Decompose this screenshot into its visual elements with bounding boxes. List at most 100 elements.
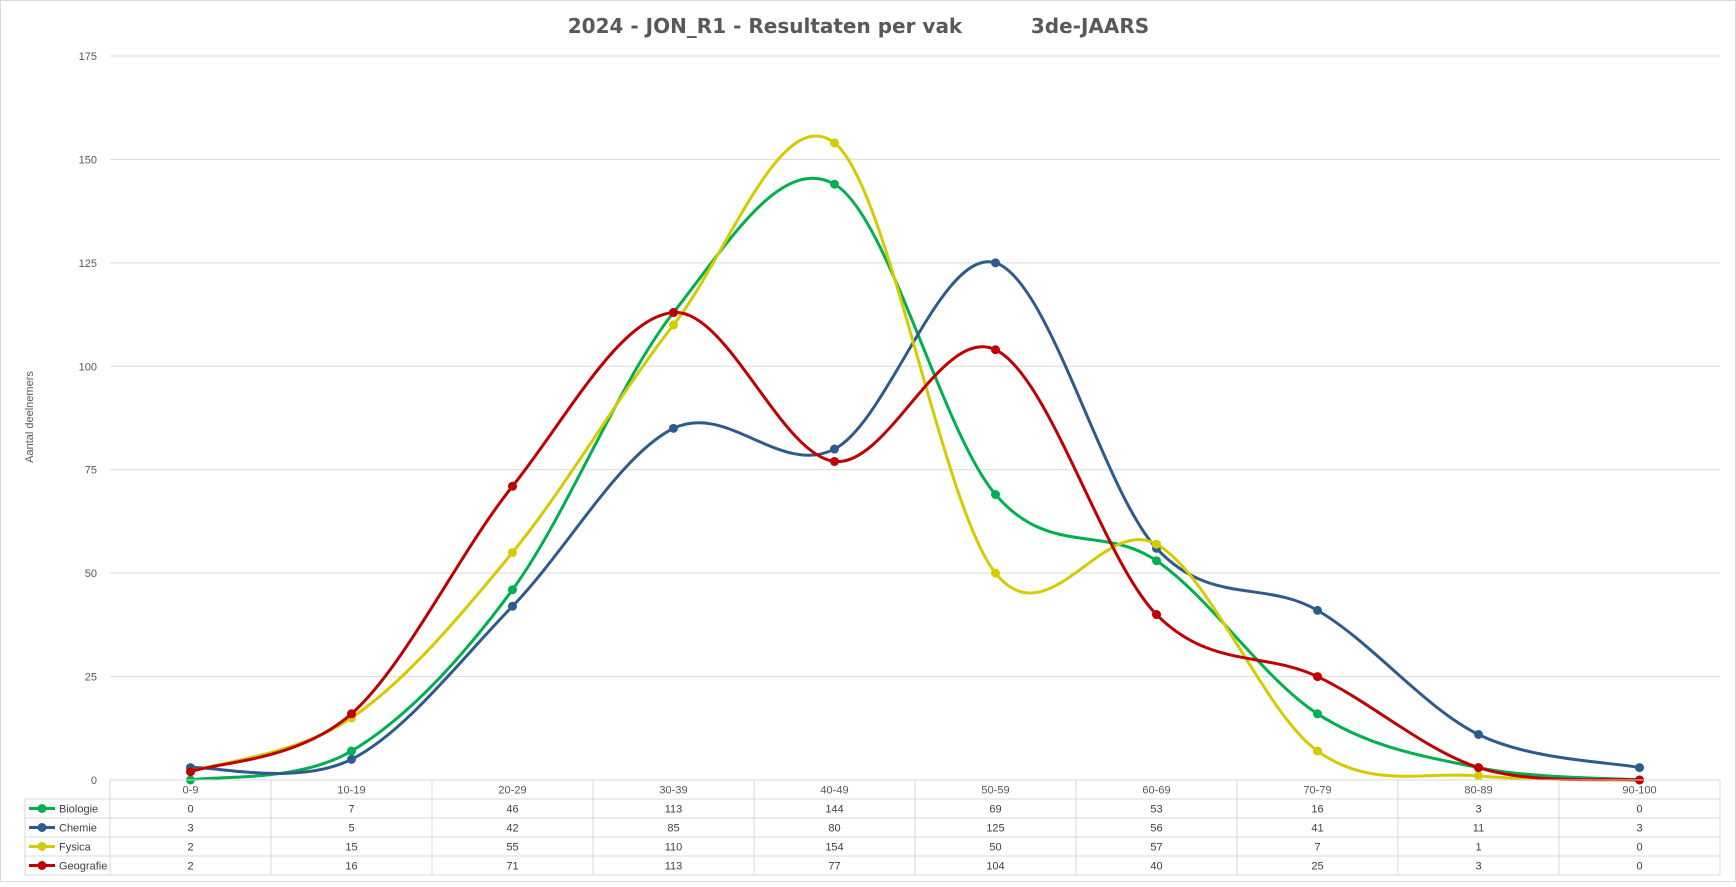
data-label: 1: [1475, 842, 1481, 854]
data-label: 2: [187, 842, 193, 854]
data-point: [669, 320, 678, 330]
x-tick-label: 90-100: [1622, 785, 1656, 797]
legend-label: Geografie: [59, 861, 107, 873]
data-point: [669, 308, 678, 318]
data-label: 71: [506, 861, 518, 873]
data-point: [830, 444, 839, 454]
y-tick-label: 125: [79, 258, 97, 270]
data-point: [1635, 763, 1644, 773]
legend-label: Biologie: [59, 804, 98, 816]
data-point: [1152, 539, 1161, 549]
data-point: [508, 601, 517, 611]
legend-key-marker: [37, 823, 47, 832]
x-tick-label: 70-79: [1303, 785, 1331, 797]
data-point: [508, 585, 517, 595]
data-point: [1474, 729, 1483, 739]
data-label: 3: [1475, 861, 1481, 873]
data-point: [669, 423, 678, 433]
data-point: [830, 138, 839, 148]
data-point: [347, 709, 356, 719]
data-point: [1474, 771, 1483, 781]
data-point: [508, 547, 517, 557]
series-geografie: [186, 308, 1644, 785]
data-point: [991, 258, 1000, 268]
x-tick-label: 20-29: [498, 785, 526, 797]
data-label: 7: [1314, 842, 1320, 854]
data-label: 3: [1636, 823, 1642, 835]
data-label: 7: [348, 804, 354, 816]
chart-title: 2024 - JON_R1 - Resultaten per vak: [568, 14, 963, 38]
y-tick-label: 175: [79, 51, 97, 63]
legend-key-marker: [37, 842, 47, 851]
data-point: [186, 767, 195, 777]
legend-entry: Fysica: [29, 842, 92, 854]
data-label: 125: [986, 823, 1004, 835]
data-point: [347, 746, 356, 756]
data-point: [347, 754, 356, 764]
data-label: 69: [989, 804, 1001, 816]
data-label: 41: [1311, 823, 1323, 835]
data-label: 77: [828, 861, 840, 873]
y-tick-label: 25: [85, 672, 97, 684]
data-point: [991, 490, 1000, 500]
data-label: 0: [1636, 842, 1642, 854]
data-label: 11: [1473, 823, 1484, 835]
data-point: [1313, 746, 1322, 756]
legend-label: Fysica: [59, 842, 92, 854]
gridlines: [110, 55, 1720, 781]
x-tick-label: 60-69: [1142, 785, 1170, 797]
data-label: 53: [1150, 804, 1162, 816]
data-point: [830, 179, 839, 189]
data-label: 42: [506, 823, 518, 835]
data-label: 46: [506, 804, 518, 816]
data-point: [1313, 709, 1322, 719]
x-tick-label: 30-39: [659, 785, 687, 797]
series-lines: [186, 134, 1644, 785]
series-line: [189, 310, 1640, 782]
data-label: 113: [665, 804, 683, 816]
data-label: 40: [1150, 861, 1162, 873]
data-label: 57: [1150, 842, 1162, 854]
data-point: [991, 345, 1000, 355]
data-label: 16: [1311, 804, 1323, 816]
x-tick-label: 10-19: [337, 785, 365, 797]
data-point: [1474, 763, 1483, 773]
data-label: 56: [1150, 823, 1162, 835]
data-label: 113: [665, 861, 683, 873]
data-label: 0: [1636, 804, 1642, 816]
y-tick-label: 100: [79, 361, 97, 373]
data-label: 15: [345, 842, 357, 854]
data-point: [1313, 672, 1322, 682]
data-label: 50: [989, 842, 1001, 854]
data-point: [508, 481, 517, 491]
legend-entry: Chemie: [29, 823, 97, 835]
legend-entry: Geografie: [29, 861, 107, 873]
chart-subtitle: 3de-JAARS: [1031, 14, 1149, 38]
data-point: [1313, 605, 1322, 615]
data-label: 154: [825, 842, 843, 854]
data-point: [1152, 610, 1161, 620]
x-tick-label: 40-49: [820, 785, 848, 797]
data-label: 144: [825, 804, 843, 816]
data-label: 110: [665, 842, 683, 854]
data-label: 55: [506, 842, 518, 854]
y-tick-label: 0: [91, 775, 97, 787]
series-line: [190, 260, 1640, 775]
data-label: 3: [1475, 804, 1481, 816]
legend-entry: Biologie: [29, 804, 98, 816]
y-tick-label: 75: [85, 465, 97, 477]
legend-label: Chemie: [59, 823, 97, 835]
data-label: 85: [667, 823, 679, 835]
x-tick-label: 50-59: [981, 785, 1009, 797]
y-tick-label: 150: [79, 154, 97, 166]
data-label: 2: [187, 861, 193, 873]
data-label: 16: [345, 861, 357, 873]
x-tick-label: 0-9: [183, 785, 199, 797]
data-point: [830, 456, 839, 466]
series-line: [190, 134, 1640, 782]
legend-key-marker: [37, 804, 47, 813]
data-point: [1152, 556, 1161, 566]
data-table: 0-9 10-19 20-29 30-39 40-49 50-59 60-69 70-79 80…: [24, 779, 1721, 876]
y-tick-label: 50: [85, 568, 97, 580]
